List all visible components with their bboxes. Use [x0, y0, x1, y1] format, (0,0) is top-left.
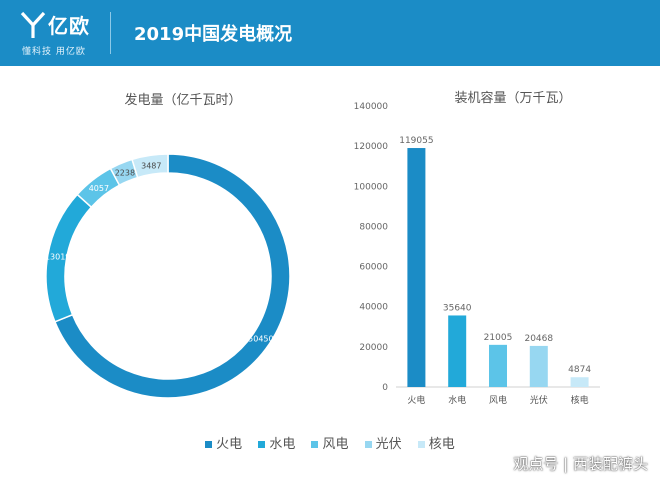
power-overview-chart: 发电量（亿千瓦时） 50450 13019 4057 2238 3487 装机容量（万千… [45, 90, 600, 406]
y-tick-label: 60000 [359, 263, 388, 273]
generation-donut-chart: 发电量（亿千瓦时） 50450 13019 4057 2238 3487 [45, 92, 291, 399]
legend-item-hydro: 水电 [258, 433, 295, 452]
legend-label: 风电 [322, 437, 349, 452]
capacity-bar [529, 345, 548, 387]
y-tick-label: 120000 [354, 142, 389, 152]
bar-value-label: 4874 [568, 365, 591, 375]
logo-name: 亿欧 [48, 14, 90, 38]
legend-swatch [311, 441, 319, 448]
legend-swatch [364, 441, 372, 448]
legend-item-wind: 风电 [311, 433, 349, 452]
bar-value-label: 35640 [443, 303, 472, 313]
capacity-bar [570, 377, 589, 387]
donut-title: 发电量（亿千瓦时） [124, 92, 241, 108]
donut-slice [131, 153, 169, 179]
page-title: 2019中国发电概况 [134, 24, 293, 45]
legend-label: 水电 [269, 437, 296, 452]
donut-slice-label: 2238 [115, 169, 135, 178]
capacity-bar [448, 315, 467, 387]
logo-slogan: 懂科技 用亿欧 [22, 47, 86, 57]
legend-label: 核电 [428, 437, 455, 452]
capacity-bar [407, 148, 426, 387]
capacity-bar-chart: 装机容量（万千瓦） 0 20000 40000 60000 80000 100000 120… [354, 90, 600, 406]
y-tick-label: 40000 [359, 303, 388, 313]
donut-slice-label: 50450 [248, 335, 273, 344]
bar-value-label: 20468 [524, 334, 553, 344]
x-tick-label: 风电 [489, 394, 507, 406]
legend: 火电 水电 风电 光伏 核电 [0, 433, 660, 452]
bar-value-label: 119055 [399, 136, 433, 146]
capacity-bar [489, 344, 507, 387]
y-tick-label: 0 [382, 383, 388, 393]
watermark: 观点号 | 西装配裤头 [513, 455, 648, 473]
donut-slice-label: 13019 [45, 253, 70, 262]
legend-swatch [417, 441, 425, 448]
legend-swatch [205, 441, 213, 448]
x-tick-label: 水电 [448, 394, 466, 406]
y-tick-label: 80000 [359, 222, 388, 232]
header-bar: 亿欧 懂科技 用亿欧 2019中国发电概况 [0, 0, 660, 66]
y-tick-label: 140000 [354, 102, 389, 112]
donut-slice-label: 3487 [141, 161, 161, 170]
legend-item-thermal: 火电 [205, 433, 242, 452]
x-tick-label: 光伏 [530, 394, 548, 406]
header-divider [110, 12, 111, 54]
legend-label: 火电 [216, 437, 243, 452]
yiou-logo-icon [20, 11, 46, 38]
legend-item-nuclear: 核电 [417, 433, 455, 452]
y-tick-label: 20000 [359, 343, 388, 353]
legend-label: 光伏 [375, 437, 402, 452]
legend-item-solar: 光伏 [364, 433, 402, 452]
x-tick-label: 火电 [407, 394, 425, 406]
legend-swatch [258, 441, 266, 448]
x-tick-label: 核电 [571, 394, 589, 406]
y-tick-label: 100000 [354, 182, 389, 192]
bar-value-label: 21005 [484, 333, 513, 343]
donut-slice [53, 153, 291, 399]
donut-slice-label: 4057 [89, 184, 109, 193]
bar-title: 装机容量（万千瓦） [454, 90, 571, 106]
